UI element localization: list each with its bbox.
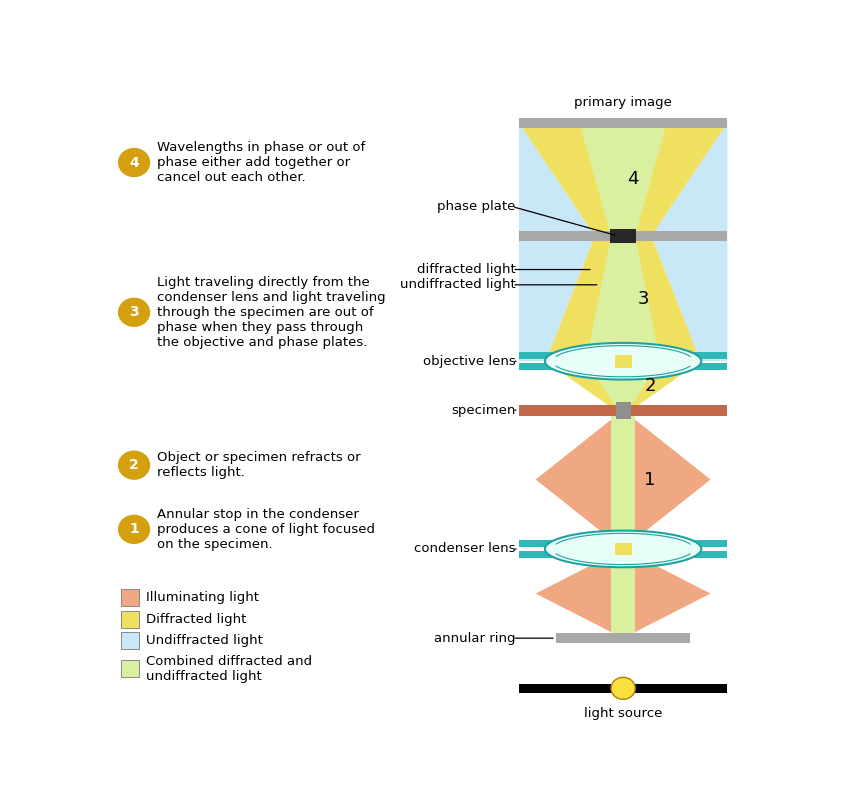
Text: undiffracted light: undiffracted light	[400, 279, 516, 291]
Bar	[519, 540, 727, 547]
Polygon shape	[536, 549, 711, 638]
Circle shape	[118, 148, 150, 177]
Text: primary image: primary image	[574, 96, 672, 110]
Circle shape	[611, 677, 635, 700]
Text: Object or specimen refracts or
reflects light.: Object or specimen refracts or reflects …	[157, 451, 360, 479]
Circle shape	[118, 515, 150, 544]
Polygon shape	[546, 361, 700, 410]
Bar	[121, 589, 140, 607]
Bar	[519, 231, 727, 241]
Polygon shape	[519, 123, 727, 236]
Circle shape	[118, 450, 150, 480]
Text: Light traveling directly from the
condenser lens and light traveling
through the: Light traveling directly from the conden…	[157, 276, 385, 349]
Polygon shape	[611, 549, 635, 638]
Polygon shape	[519, 236, 595, 361]
Polygon shape	[651, 236, 727, 361]
Text: 1: 1	[644, 471, 655, 488]
Text: condenser lens: condenser lens	[414, 542, 516, 556]
Bar	[519, 118, 727, 128]
Text: specimen: specimen	[451, 403, 516, 417]
Polygon shape	[546, 236, 700, 361]
Bar	[610, 229, 636, 243]
Bar	[121, 611, 140, 628]
Text: Undiffracted light: Undiffracted light	[146, 634, 263, 647]
Text: Diffracted light: Diffracted light	[146, 613, 247, 626]
Text: objective lens: objective lens	[423, 355, 516, 368]
Polygon shape	[651, 123, 727, 236]
Text: light source: light source	[584, 707, 662, 719]
Bar	[556, 634, 690, 643]
Bar	[519, 405, 727, 415]
Text: 1: 1	[129, 522, 139, 537]
Text: diffracted light: diffracted light	[417, 263, 516, 276]
Bar	[519, 551, 727, 558]
Bar	[615, 542, 632, 555]
Text: phase plate: phase plate	[437, 200, 516, 213]
Text: Annular stop in the condenser
produces a cone of light focused
on the specimen.: Annular stop in the condenser produces a…	[157, 508, 375, 551]
Text: 4: 4	[129, 156, 139, 170]
Text: 3: 3	[129, 306, 139, 319]
Bar	[615, 402, 630, 418]
Bar	[519, 363, 727, 371]
Polygon shape	[586, 236, 661, 361]
Circle shape	[118, 298, 150, 327]
Bar	[615, 355, 632, 368]
Polygon shape	[536, 410, 711, 549]
Bar	[519, 684, 727, 692]
Text: 3: 3	[638, 290, 649, 307]
Bar	[519, 352, 727, 360]
Bar	[121, 632, 140, 649]
Text: Wavelengths in phase or out of
phase either add together or
cancel out each othe: Wavelengths in phase or out of phase eit…	[157, 141, 365, 184]
Text: annular ring: annular ring	[434, 632, 516, 645]
Text: 2: 2	[129, 458, 139, 472]
Text: 4: 4	[628, 171, 639, 188]
Polygon shape	[545, 343, 701, 380]
Polygon shape	[519, 123, 595, 236]
Polygon shape	[586, 361, 661, 410]
Polygon shape	[611, 410, 635, 549]
Text: Combined diffracted and
undiffracted light: Combined diffracted and undiffracted lig…	[146, 655, 312, 683]
Text: Illuminating light: Illuminating light	[146, 592, 260, 604]
Text: 2: 2	[644, 376, 655, 395]
Polygon shape	[545, 530, 701, 567]
Polygon shape	[580, 123, 667, 236]
Bar	[121, 660, 140, 677]
